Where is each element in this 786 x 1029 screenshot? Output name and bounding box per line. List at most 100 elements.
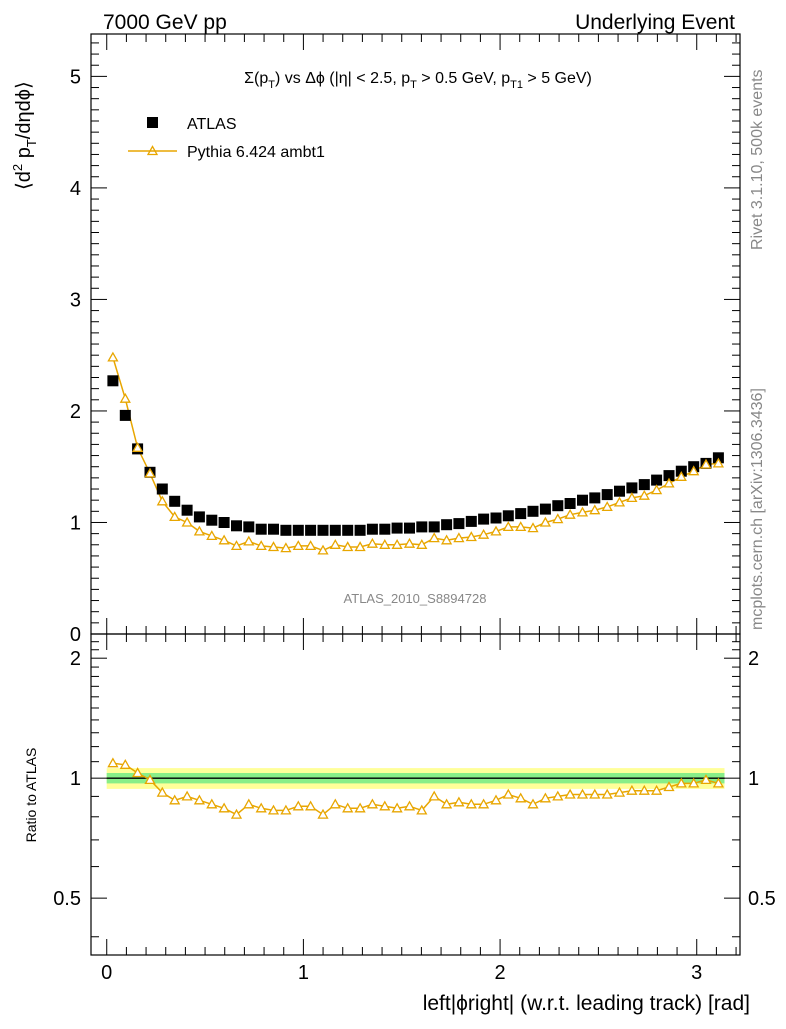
main-y-ticks: 0 1 2 3 4 5	[70, 42, 740, 646]
x-tick-label: 1	[298, 962, 309, 984]
pythia-point	[428, 532, 440, 543]
ratio-pythia-point	[193, 794, 206, 805]
ratio-pythia-point	[403, 800, 416, 811]
pythia-point	[329, 538, 341, 549]
pythia-point	[379, 538, 391, 549]
ratio-pythia-point	[650, 784, 663, 795]
pythia-point	[366, 537, 379, 548]
ratio-pythia-point	[638, 784, 650, 795]
x-tick-label: 3	[691, 962, 702, 984]
ratio-bands	[106, 768, 725, 789]
pythia-point	[700, 458, 712, 469]
pythia-point	[317, 544, 329, 555]
atlas-point	[638, 479, 650, 491]
atlas-point	[193, 511, 205, 523]
ratio-pythia-point	[181, 790, 193, 801]
pythia-point	[169, 511, 181, 522]
legend-atlas-marker	[147, 117, 158, 128]
ratio-y-tick-label-right: 1	[748, 768, 759, 790]
pythia-point	[255, 540, 267, 551]
ratio-pythia-point	[502, 788, 514, 799]
atlas-point	[651, 474, 663, 486]
atlas-point	[490, 512, 502, 524]
ratio-pythia-point	[465, 798, 477, 809]
atlas-point	[255, 523, 267, 535]
ratio-pythia-point	[626, 784, 638, 795]
ratio-pythia-point	[675, 777, 687, 788]
pythia-point	[342, 541, 354, 552]
atlas-point	[589, 492, 601, 504]
ratio-pythia-point	[342, 802, 354, 813]
ratio-pythia-point	[539, 792, 552, 803]
ratio-pythia-point	[292, 800, 304, 811]
atlas-point	[243, 521, 255, 533]
pythia-point	[144, 467, 156, 478]
pythia-point	[206, 530, 218, 541]
ratio-pythia-point	[255, 802, 267, 813]
ratio-data-marks	[107, 757, 725, 819]
ratio-frame	[90, 633, 741, 956]
pythia-point	[626, 492, 638, 503]
ratio-pythia-point	[391, 802, 403, 813]
ylabel-mid: p	[13, 147, 35, 164]
ylabel-sup: 2	[10, 164, 25, 171]
ratio-pythia-point	[688, 777, 700, 788]
atlas-point	[268, 523, 279, 535]
pythia-point	[119, 392, 131, 403]
analysis-label: ATLAS_2010_S8894728	[344, 591, 487, 606]
atlas-point	[366, 523, 378, 535]
pythia-point	[552, 513, 564, 524]
ratio-pythia-point	[230, 808, 243, 819]
ratio-pythia-point	[477, 798, 490, 809]
pythia-point	[416, 538, 428, 549]
ylabel-open: ⟨d	[13, 171, 35, 190]
ratio-pythia-point	[119, 758, 131, 769]
atlas-point	[626, 482, 638, 494]
ratio-x-ticks: 0 1 2 3	[101, 634, 737, 984]
main-y-label: ⟨d2 pT/dηdϕ⟩	[10, 81, 39, 190]
ratio-y-label: Ratio to ATLAS	[23, 748, 39, 843]
pythia-point	[181, 516, 193, 527]
atlas-point	[441, 519, 453, 531]
ratio-pythia-point	[712, 777, 725, 788]
y-tick-label: 1	[70, 512, 81, 534]
ratio-pythia-point	[663, 781, 675, 792]
ratio-pythia-point	[379, 800, 391, 811]
atlas-point	[206, 514, 218, 526]
atlas-point	[465, 515, 477, 527]
atlas-point	[292, 524, 304, 536]
pythia-point	[613, 496, 626, 507]
y-tick-label: 3	[70, 289, 81, 311]
ratio-panel: 0 1 2 3 0.5 0.5 1 1 2 2 Ratio to ATLAS left|ϕrig…	[23, 633, 776, 1015]
pythia-point	[218, 534, 230, 545]
x-axis-label: left|ϕright| (w.r.t. leading track) [rad…	[423, 992, 750, 1015]
ratio-pythia-point	[267, 804, 280, 815]
atlas-point	[379, 523, 391, 535]
pythia-point	[564, 508, 576, 519]
atlas-point	[478, 513, 490, 525]
ratio-pythia-point	[131, 767, 144, 778]
atlas-point	[231, 520, 242, 532]
atlas-point	[453, 518, 465, 530]
ratio-y-tick-label-left: 0.5	[53, 888, 81, 910]
ylabel-close: /dηdϕ⟩	[13, 81, 35, 139]
pythia-point	[107, 351, 119, 362]
atlas-point	[169, 495, 181, 507]
atlas-point	[342, 524, 354, 536]
atlas-point	[601, 489, 613, 501]
pythia-point	[280, 542, 292, 553]
mcplots-label: mcplots.cern.ch [arXiv:1306.3436]	[749, 388, 766, 630]
pythia-point	[465, 531, 477, 542]
atlas-point	[329, 524, 341, 536]
title-end: > 5 GeV)	[523, 70, 592, 87]
ratio-pythia-point	[490, 794, 502, 805]
ratio-pythia-point	[144, 774, 156, 785]
pythia-point	[156, 495, 168, 506]
atlas-point	[577, 494, 588, 506]
title-vs: ) vs Δϕ (|η| < 2.5, p	[275, 70, 410, 87]
pythia-point	[243, 535, 255, 546]
atlas-point	[404, 522, 415, 534]
pythia-point	[391, 538, 403, 549]
pythia-point	[527, 522, 539, 533]
